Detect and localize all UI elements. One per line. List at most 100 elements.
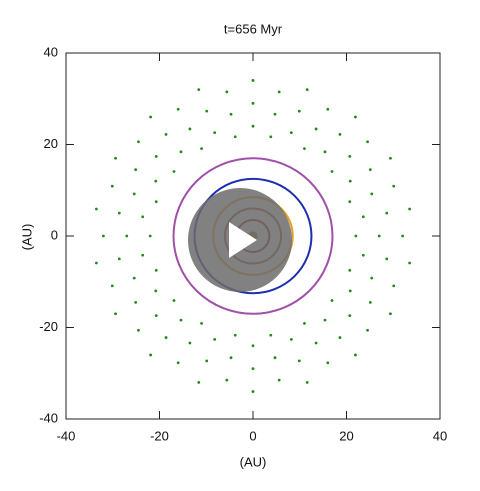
point [385,211,389,215]
point [172,170,176,173]
point [188,127,192,131]
point [323,318,327,322]
point [392,184,396,188]
point [314,127,318,131]
point [164,133,168,136]
point [323,150,327,154]
point [117,211,121,215]
point [353,353,357,357]
point [251,124,255,128]
point [233,333,237,337]
point [305,381,309,384]
point [401,234,404,238]
point [134,168,138,172]
point [205,109,209,113]
point [233,135,237,139]
point [154,200,158,204]
y-axis-label: (AU) [19,224,34,251]
point [305,88,309,91]
point [137,140,140,144]
point [361,253,365,257]
point [338,133,342,136]
point [188,341,192,345]
point [205,359,209,363]
point [102,234,105,238]
point [114,312,117,316]
point [154,268,158,272]
point [94,207,98,211]
point [366,140,369,144]
x-tick-label: 0 [249,428,256,443]
point [94,261,98,265]
point [172,299,176,302]
point [132,192,136,196]
point [179,318,183,322]
point [269,135,273,139]
point [110,284,114,288]
x-tick-label: 40 [433,428,447,443]
point [229,112,233,116]
point [225,378,229,382]
point [200,321,203,325]
point [368,168,372,172]
point [330,170,334,173]
point [385,257,389,261]
point [330,299,334,302]
point [251,79,255,82]
point [251,390,255,393]
play-button[interactable] [188,188,292,292]
point [338,336,342,339]
point [297,109,301,113]
point [154,179,158,183]
point [225,90,229,94]
point [408,261,412,265]
point [303,321,306,325]
point [200,147,203,151]
point [269,333,273,337]
point [370,276,374,280]
point [348,179,352,183]
point [114,156,117,160]
point [326,361,330,365]
y-tick-label: 20 [44,136,58,151]
point [377,234,381,238]
point [148,234,152,238]
point [197,381,201,384]
point [110,184,114,188]
point [154,154,158,158]
point [125,234,129,238]
point [164,336,168,339]
point [348,200,352,204]
y-tick-label: 0 [51,227,58,242]
y-tick-label: -40 [39,410,58,425]
orbit [172,157,334,315]
x-tick-label: -40 [57,428,76,443]
chart-title: t=656 Myr [224,21,283,36]
point [176,107,180,111]
point [197,88,201,91]
point [289,131,293,135]
point [251,344,255,348]
x-tick-label: -20 [150,428,169,443]
point [213,131,217,135]
point [408,207,412,211]
point [132,276,136,280]
y-tick-label: -20 [39,319,58,334]
point [370,192,374,196]
play-icon[interactable] [229,222,257,258]
point [303,147,306,151]
point [179,150,183,154]
point [117,257,121,261]
point [326,107,330,111]
point [348,268,352,272]
point [366,328,369,332]
point [361,215,365,219]
point [251,367,255,371]
x-axis-label: (AU) [240,454,267,469]
point [348,154,352,158]
point [277,90,281,94]
point [354,234,358,238]
point [213,337,217,341]
point [289,337,293,341]
